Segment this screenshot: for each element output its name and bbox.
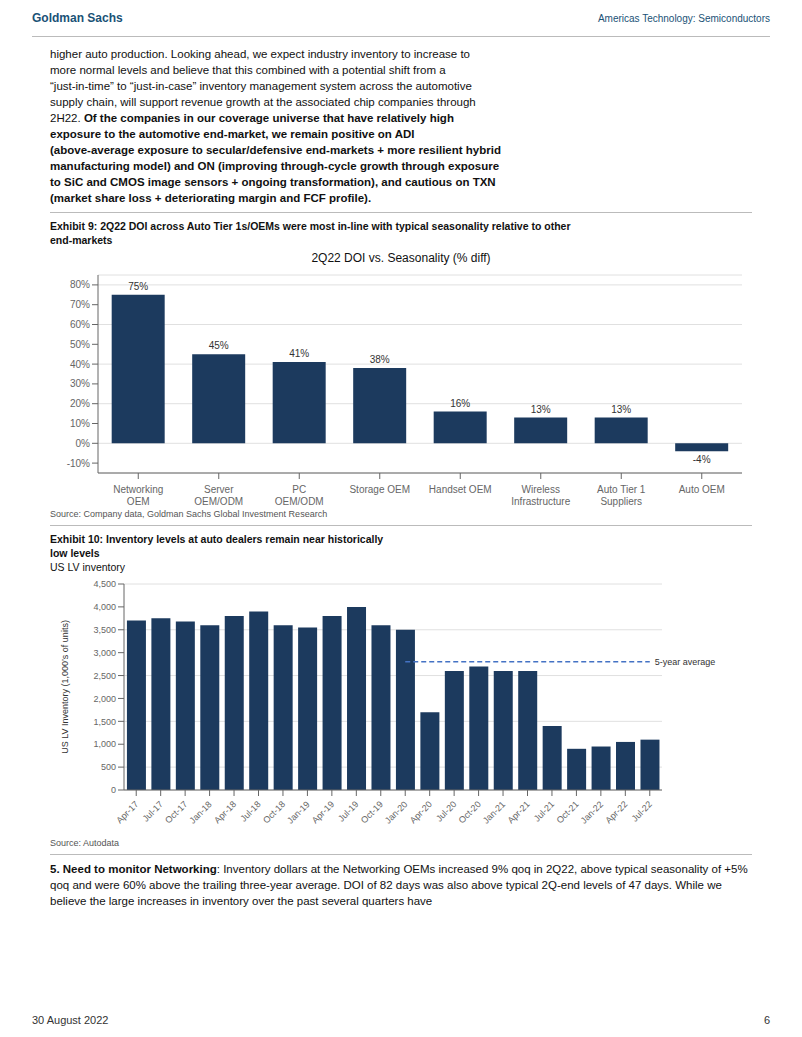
svg-text:ServerOEM/ODM: ServerOEM/ODM: [194, 484, 243, 507]
html-text:6: 6: [763, 1013, 770, 1026]
svg-text:Jul-17: Jul-17: [141, 799, 165, 823]
svg-text:20%: 20%: [70, 398, 90, 409]
html-text:Source: Company data, Goldman: Source: Company data, Goldman Sachs Glob…: [50, 509, 328, 519]
svg-text:38%: 38%: [370, 354, 390, 365]
svg-text:3,000: 3,000: [93, 648, 116, 658]
html-text:higher auto production. Lookin: higher auto production. Looking ahead, w…: [50, 48, 470, 60]
svg-text:3,500: 3,500: [93, 625, 116, 635]
html-text:30 August 2022: 30 August 2022: [32, 1013, 109, 1026]
svg-text:-10%: -10%: [67, 458, 90, 469]
html-text:to SiC and CMOS image sensors: to SiC and CMOS image sensors + ongoing …: [50, 176, 496, 188]
svg-text:30%: 30%: [70, 378, 90, 389]
svg-text:1,000: 1,000: [93, 739, 116, 749]
svg-text:PCOEM/ODM: PCOEM/ODM: [275, 484, 324, 507]
html-text:US LV inventory: US LV inventory: [50, 561, 126, 573]
html-text:(market share loss + deteriora: (market share loss + deteriorating margi…: [50, 192, 372, 204]
svg-text:Jul-20: Jul-20: [434, 799, 458, 823]
svg-text:Jul-19: Jul-19: [336, 799, 360, 823]
svg-text:Apr-21: Apr-21: [506, 799, 532, 825]
svg-text:Jul-21: Jul-21: [532, 799, 556, 823]
svg-text:0%: 0%: [76, 438, 91, 449]
html-text:“just-in-time” to “just-in-cas: “just-in-time” to “just-in-case” invento…: [50, 80, 472, 92]
svg-text:5-year average: 5-year average: [655, 657, 716, 667]
svg-text:-4%: -4%: [693, 454, 711, 465]
svg-text:50%: 50%: [70, 339, 90, 350]
html-text:(above-average exposure to sec: (above-average exposure to secular/defen…: [50, 144, 501, 156]
svg-text:WirelessInfrastructure: WirelessInfrastructure: [511, 484, 570, 507]
svg-text:Jan-22: Jan-22: [579, 799, 606, 826]
svg-text:45%: 45%: [209, 340, 229, 351]
svg-text:2,000: 2,000: [93, 694, 116, 704]
svg-text:1,500: 1,500: [93, 717, 116, 727]
svg-text:Apr-19: Apr-19: [310, 799, 336, 825]
html-text:Exhibit 10: Inventory levels a: Exhibit 10: Inventory levels at auto dea…: [50, 533, 384, 545]
html-text:Americas Technology: Semicondu: Americas Technology: Semiconductors: [597, 12, 770, 24]
svg-text:Oct-21: Oct-21: [554, 799, 580, 825]
svg-text:Jan-21: Jan-21: [481, 799, 508, 826]
html-text:low levels: low levels: [50, 547, 100, 559]
svg-text:16%: 16%: [450, 398, 470, 409]
svg-text:13%: 13%: [531, 404, 551, 415]
svg-text:70%: 70%: [70, 299, 90, 310]
svg-text:US LV Inventory (1,000’s of un: US LV Inventory (1,000’s of units): [60, 620, 70, 754]
svg-text:Jan-18: Jan-18: [187, 799, 214, 826]
html-text:manufacturing model) and ON (i: manufacturing model) and ON (improving t…: [50, 160, 500, 172]
svg-text:Apr-17: Apr-17: [114, 799, 140, 825]
svg-text:Oct-17: Oct-17: [163, 799, 189, 825]
svg-text:Storage OEM: Storage OEM: [349, 484, 410, 495]
svg-text:Jan-19: Jan-19: [285, 799, 312, 826]
svg-text:Auto OEM: Auto OEM: [679, 484, 725, 495]
svg-text:10%: 10%: [70, 418, 90, 429]
html-text:Goldman Sachs: Goldman Sachs: [32, 11, 123, 25]
html-text:Source: Autodata: Source: Autodata: [50, 838, 120, 848]
html-text:2H22. Of the companies in our: 2H22. Of the companies in our coverage u…: [50, 112, 454, 124]
svg-text:Apr-18: Apr-18: [212, 799, 238, 825]
svg-text:Oct-19: Oct-19: [359, 799, 385, 825]
svg-text:Jul-18: Jul-18: [238, 799, 262, 823]
svg-text:NetworkingOEM: NetworkingOEM: [113, 484, 163, 507]
svg-text:2,500: 2,500: [93, 671, 116, 681]
svg-text:60%: 60%: [70, 319, 90, 330]
svg-text:Auto Tier 1Suppliers: Auto Tier 1Suppliers: [597, 484, 646, 507]
html-text:Exhibit 9: 2Q22 DOI across Aut: Exhibit 9: 2Q22 DOI across Auto Tier 1s/…: [50, 220, 571, 232]
svg-text:80%: 80%: [70, 279, 90, 290]
svg-text:4,500: 4,500: [93, 579, 116, 589]
svg-text:Jan-20: Jan-20: [383, 799, 410, 826]
svg-text:Jul-22: Jul-22: [630, 799, 654, 823]
html-text:end-markets: end-markets: [50, 234, 113, 246]
html-text:exposure to the automotive end: exposure to the automotive end-market, w…: [50, 128, 415, 140]
svg-text:0: 0: [111, 785, 116, 795]
html-text:5. Need to monitor Networking:: 5. Need to monitor Networking: Inventory…: [50, 863, 748, 907]
html-text:supply chain, will support rev: supply chain, will support revenue growt…: [50, 96, 476, 108]
svg-text:41%: 41%: [289, 348, 309, 359]
svg-text:75%: 75%: [128, 281, 148, 292]
svg-text:Oct-20: Oct-20: [457, 799, 483, 825]
html-text:more normal levels and believe: more normal levels and believe that this…: [50, 64, 446, 76]
svg-text:Apr-20: Apr-20: [408, 799, 434, 825]
svg-text:500: 500: [101, 762, 116, 772]
svg-text:4,000: 4,000: [93, 602, 116, 612]
svg-text:13%: 13%: [611, 404, 631, 415]
svg-text:Oct-18: Oct-18: [261, 799, 287, 825]
svg-text:40%: 40%: [70, 359, 90, 370]
html-text:2Q22 DOI vs. Seasonality (% di: 2Q22 DOI vs. Seasonality (% diff): [311, 251, 491, 265]
svg-text:Handset OEM: Handset OEM: [429, 484, 492, 495]
svg-text:Apr-22: Apr-22: [603, 799, 629, 825]
